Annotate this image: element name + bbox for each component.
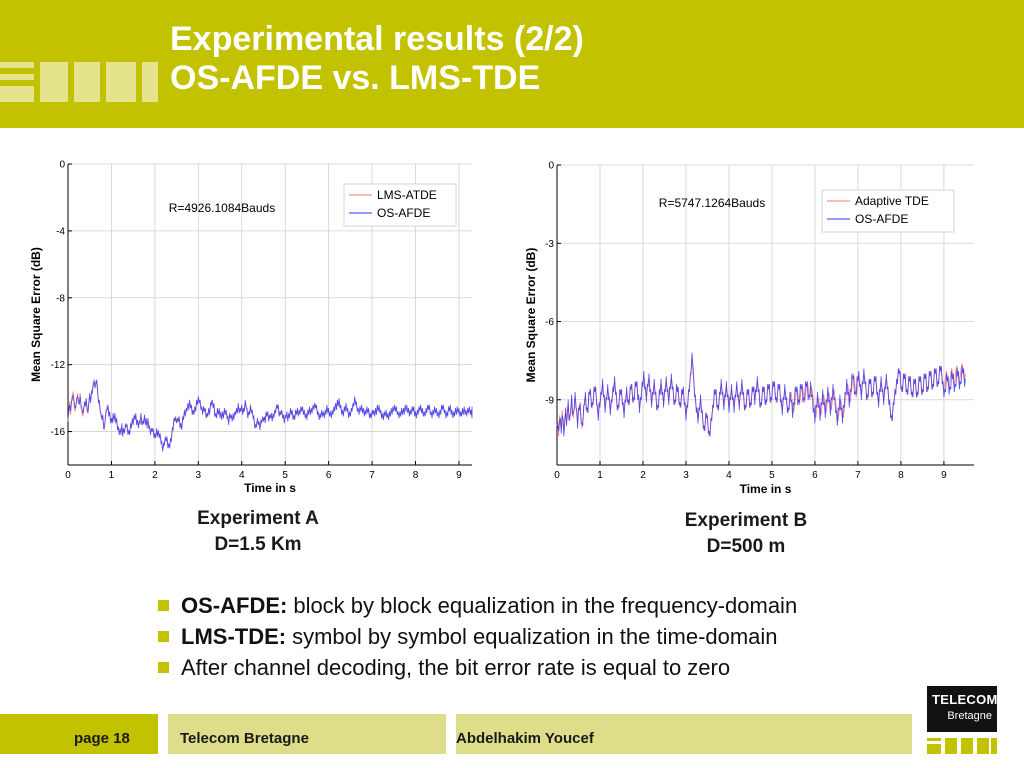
- y-tick-label: -16: [51, 427, 66, 438]
- experiment-b-distance: D=500 m: [706, 536, 786, 557]
- bullet-term: OS-AFDE:: [181, 593, 288, 618]
- bullet-item: After channel decoding, the bit error ra…: [158, 652, 797, 683]
- x-tick-label: 9: [456, 470, 462, 481]
- chart-experiment-b: 0 1 2 3 4 5 6 7 8 9 0 -3 -6 -9 R=5747.1264Bauds Adaptiv…: [524, 161, 974, 496]
- experiment-b-caption: Experiment B D=500 m: [616, 508, 876, 560]
- x-tick-label: 7: [855, 470, 861, 481]
- title-line-2: OS-AFDE vs. LMS-TDE: [170, 59, 541, 97]
- footer-school-cell: [168, 714, 446, 754]
- legend-label: LMS-ATDE: [377, 188, 437, 202]
- chart-experiment-a: 0 1 2 3 4 5 6 7 8 9 0 -4 -8 -12 -16 R=4926.1084Bauds LMS…: [29, 160, 473, 495]
- bullet-square-icon: [158, 662, 169, 673]
- bullet-item: LMS-TDE: symbol by symbol equalization i…: [158, 621, 797, 652]
- x-tick-label: 0: [554, 470, 560, 481]
- series-line-os-afde: [67, 379, 473, 452]
- bullet-text: block by block equalization in the frequ…: [293, 593, 798, 618]
- rate-annotation: R=4926.1084Bauds: [169, 201, 275, 215]
- x-tick-label: 2: [640, 470, 646, 481]
- y-tick-label: -12: [51, 360, 66, 371]
- logo-line-2: Bretagne: [947, 710, 992, 722]
- title-line-1: Experimental results (2/2): [170, 20, 584, 58]
- x-tick-label: 6: [812, 470, 818, 481]
- x-tick-label: 2: [152, 470, 158, 481]
- page-number: page 18: [74, 730, 130, 747]
- experiment-a-caption: Experiment A D=1.5 Km: [128, 506, 388, 558]
- school-emblem-icon: [0, 62, 158, 102]
- telecom-bretagne-logo: TELECOM Bretagne: [927, 686, 997, 732]
- x-tick-label: 6: [326, 470, 332, 481]
- x-tick-label: 3: [196, 470, 202, 481]
- y-tick-label: -4: [56, 226, 65, 237]
- charts-area: 0 1 2 3 4 5 6 7 8 9 0 -4 -8 -12 -16 R=4926.1084Bauds LMS…: [29, 160, 974, 496]
- experiment-b-name: Experiment B: [684, 510, 808, 531]
- x-tick-label: 4: [239, 470, 245, 481]
- page-title: Experimental results (2/2) OS-AFDE vs. L…: [170, 20, 584, 98]
- x-tick-label: 5: [769, 470, 775, 481]
- bullet-square-icon: [158, 600, 169, 611]
- legend-box: [821, 189, 955, 233]
- x-tick-label: 3: [683, 470, 689, 481]
- y-tick-label: -9: [545, 395, 554, 406]
- y-tick-label: -3: [545, 239, 554, 250]
- title-bar: Experimental results (2/2) OS-AFDE vs. L…: [0, 0, 1024, 128]
- x-tick-label: 7: [369, 470, 375, 481]
- x-tick-label: 0: [65, 470, 71, 481]
- bullet-item: OS-AFDE: block by block equalization in …: [158, 590, 797, 621]
- x-tick-label: 8: [413, 470, 419, 481]
- y-tick-label: -8: [56, 293, 65, 304]
- experiment-a-distance: D=1.5 Km: [214, 534, 302, 555]
- bullet-list: OS-AFDE: block by block equalization in …: [158, 590, 797, 683]
- rate-annotation: R=5747.1264Bauds: [659, 196, 765, 210]
- x-tick-label: 4: [726, 470, 732, 481]
- x-axis-label: Time in s: [740, 482, 792, 496]
- x-axis-label: Time in s: [244, 481, 296, 495]
- experiment-a-name: Experiment A: [197, 508, 319, 529]
- y-tick-label: 0: [548, 161, 554, 172]
- x-tick-label: 1: [109, 470, 115, 481]
- bullet-term: LMS-TDE:: [181, 624, 287, 649]
- legend-label: OS-AFDE: [377, 206, 430, 220]
- footer-author: Abdelhakim Youcef: [456, 730, 594, 747]
- y-axis-label: Mean Square Error (dB): [524, 248, 538, 383]
- bullet-text: After channel decoding, the bit error ra…: [181, 655, 731, 680]
- x-tick-label: 8: [898, 470, 904, 481]
- y-axis-label: Mean Square Error (dB): [29, 247, 43, 382]
- series-line-reference: [556, 357, 966, 437]
- footer-school: Telecom Bretagne: [180, 730, 309, 747]
- legend-box: [343, 183, 457, 227]
- x-tick-label: 1: [597, 470, 603, 481]
- x-tick-label: 9: [941, 470, 947, 481]
- footer-page-cell: [0, 714, 158, 754]
- legend-label: OS-AFDE: [855, 212, 908, 226]
- x-tick-label: 5: [282, 470, 288, 481]
- legend-label: Adaptive TDE: [855, 194, 929, 208]
- bullet-square-icon: [158, 631, 169, 642]
- footer-author-cell: [456, 714, 912, 754]
- y-tick-label: -6: [545, 317, 554, 328]
- school-emblem-small-icon: [927, 738, 997, 754]
- y-tick-label: 0: [59, 160, 65, 171]
- series-line-os-afde: [556, 352, 966, 437]
- bullet-text: symbol by symbol equalization in the tim…: [292, 624, 778, 649]
- logo-line-1: TELECOM: [932, 692, 998, 707]
